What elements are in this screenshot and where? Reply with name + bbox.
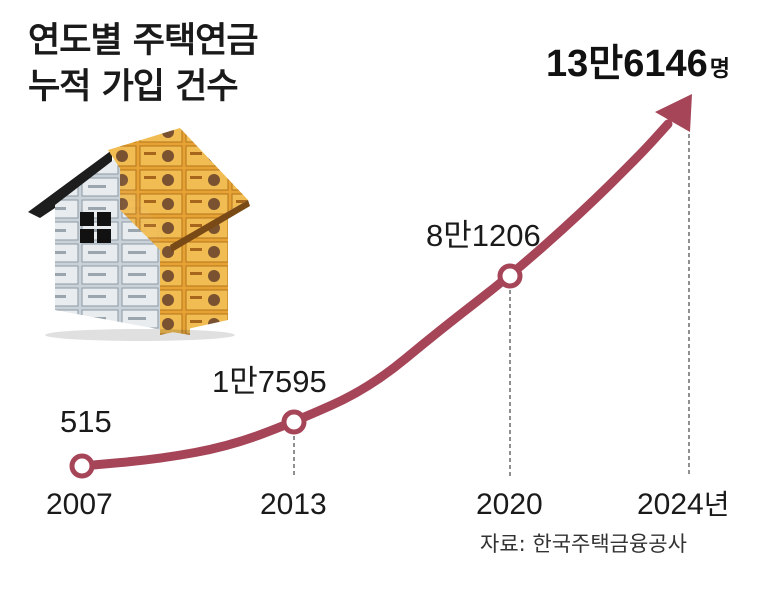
series-arrowhead: [655, 94, 692, 132]
x-tick-2013: 2013: [260, 488, 327, 521]
x-tick-2024: 2024년: [637, 488, 730, 521]
money-house-illustration: [28, 128, 250, 341]
title-line-1: 연도별 주택연금: [28, 21, 259, 61]
x-axis-unit: 년: [704, 488, 730, 521]
window-pane: [97, 212, 111, 226]
data-label-2024: 13만6146명: [546, 43, 730, 85]
data-label-2020: 8만1206: [426, 218, 541, 253]
house-roof: [108, 128, 248, 245]
source-note: 자료: 한국주택금융공사: [480, 532, 687, 556]
x-tick-2024-value: 2024: [637, 488, 704, 521]
point-marker-2013: [281, 409, 307, 435]
data-label-2024-value: 13만6146: [546, 43, 708, 85]
chart-title: 연도별 주택연금 누적 가입 건수: [28, 18, 259, 110]
data-label-2013: 1만7595: [212, 364, 327, 399]
point-marker-2007: [69, 453, 95, 479]
point-marker-2020: [497, 263, 523, 289]
house-roof-trim: [170, 200, 250, 252]
house-shadow: [45, 329, 235, 341]
title-line-2: 누적 가입 건수: [28, 67, 239, 107]
x-tick-2020: 2020: [476, 488, 543, 521]
window-pane: [80, 212, 94, 226]
window-pane: [97, 229, 111, 243]
x-tick-2007: 2007: [46, 488, 113, 521]
house-roof-edge: [28, 150, 112, 218]
window-pane: [80, 229, 94, 243]
series-line: [77, 119, 673, 471]
data-label-2024-unit: 명: [710, 56, 730, 81]
data-label-2007: 515: [60, 404, 112, 439]
